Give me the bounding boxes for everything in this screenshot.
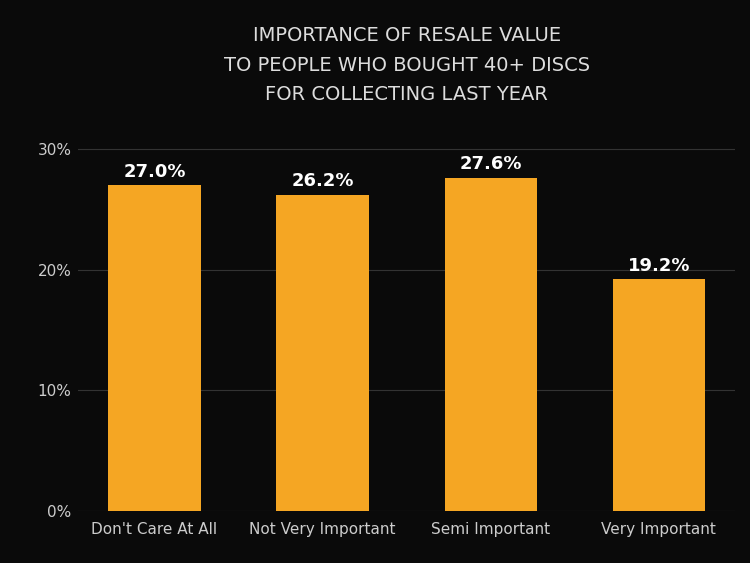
Title: IMPORTANCE OF RESALE VALUE
TO PEOPLE WHO BOUGHT 40+ DISCS
FOR COLLECTING LAST YE: IMPORTANCE OF RESALE VALUE TO PEOPLE WHO… bbox=[224, 26, 590, 104]
Bar bbox=[613, 279, 705, 511]
Text: 26.2%: 26.2% bbox=[292, 172, 354, 190]
Text: 19.2%: 19.2% bbox=[628, 257, 690, 275]
Bar bbox=[445, 178, 537, 511]
Bar bbox=[108, 185, 201, 511]
Text: 27.0%: 27.0% bbox=[123, 163, 186, 181]
Text: 27.6%: 27.6% bbox=[460, 155, 522, 173]
Bar bbox=[277, 195, 369, 511]
